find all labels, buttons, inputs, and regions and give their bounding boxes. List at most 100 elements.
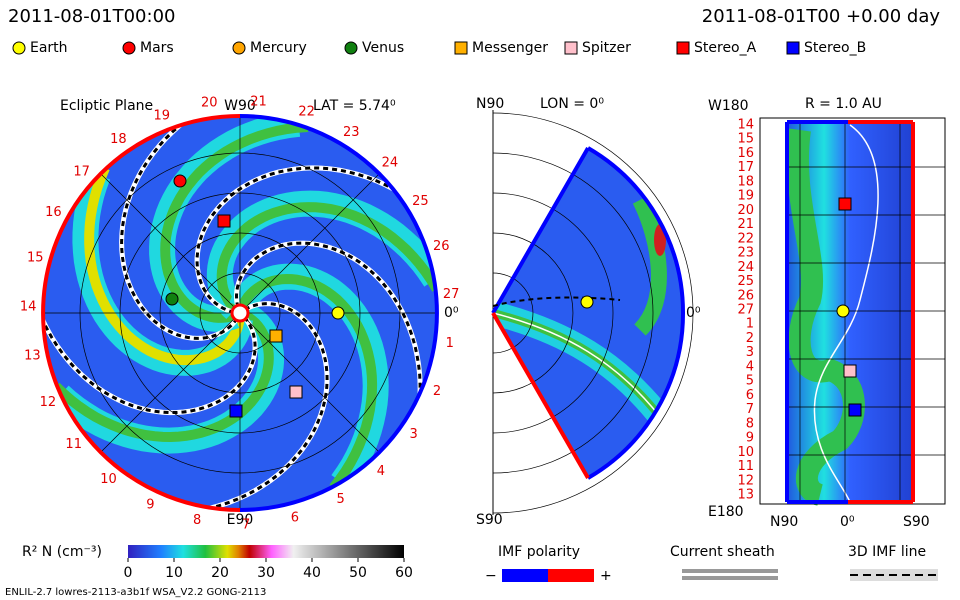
imf-plus: + (600, 568, 612, 584)
rim-label: 1 (446, 336, 454, 351)
legend-label: Messenger (472, 40, 548, 56)
row-label: 25 (737, 274, 754, 289)
spiral (234, 241, 422, 396)
range-arc (492, 272, 534, 354)
body-marker (165, 292, 179, 306)
row-label: 17 (737, 160, 754, 175)
body-marker (838, 197, 852, 211)
rim-label: 18 (110, 132, 127, 147)
rim-label: 9 (146, 498, 154, 513)
edge-positive (491, 147, 590, 314)
colorbar-tick-label: 40 (303, 565, 321, 581)
radial-x-mid: 0⁰ (840, 514, 855, 530)
row-label: 6 (746, 388, 754, 403)
legend-label: Stereo_A (694, 40, 757, 56)
colorbar-label: R² N (cm⁻³) (22, 544, 102, 560)
row-label: 16 (737, 146, 754, 161)
spiral-field (43, 116, 437, 510)
colorbar (128, 545, 404, 558)
rim-label: 17 (73, 165, 90, 180)
spiral (195, 166, 396, 314)
radial-top: W180 (708, 98, 749, 114)
row-label: 13 (737, 488, 754, 503)
row-label: 14 (737, 118, 754, 133)
edge-negative (491, 312, 590, 479)
rim-label: 10 (100, 472, 117, 487)
rim-label: 24 (382, 156, 399, 171)
rim-label: 26 (433, 239, 450, 254)
colorbar-tick-label: 60 (395, 565, 413, 581)
rim-label: 4 (377, 464, 385, 479)
row-label: 2 (746, 331, 754, 346)
row-label: 9 (746, 431, 754, 446)
rim-label: 20 (201, 96, 218, 111)
legend-marker (12, 41, 26, 55)
radial-r: R = 1.0 AU (805, 96, 882, 112)
rim-label: 13 (24, 348, 41, 363)
range-arc (492, 192, 614, 434)
rim-negative (41, 114, 241, 512)
meridional-right: 0⁰ (686, 305, 701, 321)
range-arc (492, 232, 574, 394)
row-label: 3 (746, 345, 754, 360)
meridional-field (493, 196, 680, 438)
row-label: 20 (737, 203, 754, 218)
row-label: 11 (737, 459, 754, 474)
body-marker (229, 404, 243, 418)
ecliptic-panel (41, 114, 439, 512)
rim-label: 11 (65, 437, 82, 452)
header-right: 2011-08-01T00 +0.00 day (702, 6, 941, 27)
sun (230, 303, 250, 323)
meridional-top: N90 (476, 96, 504, 112)
colorbar-tick-label: 20 (211, 565, 229, 581)
row-label: 15 (737, 132, 754, 147)
spiral (43, 316, 257, 415)
sheath-line (682, 576, 778, 580)
row-label: 19 (737, 189, 754, 204)
legend-label: Mars (140, 40, 174, 56)
meridional-bottom: S90 (476, 512, 503, 528)
row-label: 4 (746, 359, 754, 374)
row-label: 1 (746, 317, 754, 332)
body-marker (580, 295, 594, 309)
imf-minus: − (485, 568, 497, 584)
rim-label: 15 (27, 251, 44, 266)
ecliptic-title: Ecliptic Plane (60, 98, 153, 114)
spiral (208, 302, 329, 510)
row-label: 24 (737, 260, 754, 275)
row-label: 26 (737, 288, 754, 303)
rim-positive (239, 114, 439, 512)
rim-label: 8 (193, 513, 201, 528)
ecliptic-bottom: E90 (227, 512, 254, 528)
header-left: 2011-08-01T00:00 (8, 6, 175, 27)
body-marker (836, 304, 850, 318)
row-label: 5 (746, 374, 754, 389)
imf-positive (548, 569, 594, 582)
legend-marker (564, 41, 578, 55)
row-label: 22 (737, 231, 754, 246)
body-marker (173, 174, 187, 188)
rim-label: 6 (291, 510, 299, 525)
imf-line-title: 3D IMF line (848, 544, 926, 560)
rim-label: 7 (242, 517, 250, 532)
legend-label: Spitzer (582, 40, 631, 56)
colorbar-tick-label: 50 (349, 565, 367, 581)
radial-bottom: E180 (708, 504, 744, 520)
range-arc (492, 152, 654, 474)
colorbar-tick-label: 0 (124, 565, 133, 581)
spiral (120, 122, 239, 340)
row-label: 21 (737, 217, 754, 232)
rim-label: 25 (412, 194, 429, 209)
imf-title: IMF polarity (498, 544, 580, 560)
rim-label: 27 (443, 287, 460, 302)
row-label: 23 (737, 246, 754, 261)
row-label: 7 (746, 402, 754, 417)
spiral (216, 202, 437, 313)
rim-label: 23 (343, 125, 360, 140)
rim-label: 5 (336, 492, 344, 507)
rim-label: 21 (250, 94, 267, 109)
legend-label: Venus (362, 40, 404, 56)
row-label: 27 (737, 303, 754, 318)
rim-label: 3 (410, 427, 418, 442)
meridional-panel (491, 110, 694, 515)
